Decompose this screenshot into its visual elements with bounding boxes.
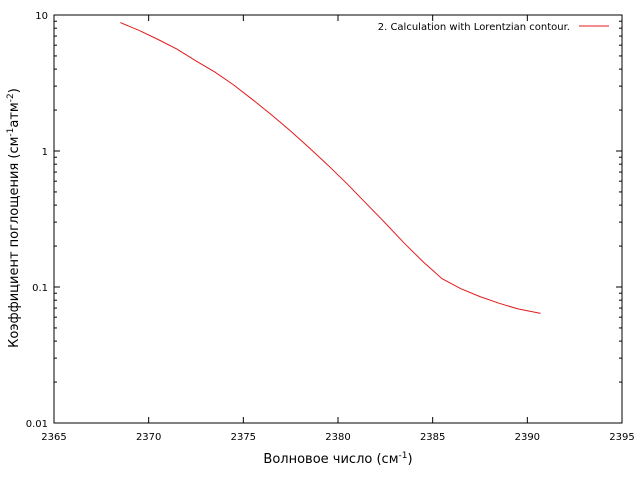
x-axis-title: Волновое число (см-1): [263, 451, 412, 467]
y-axis-title: Коэффициент поглощения (см-1атм-2): [6, 88, 22, 348]
legend: 2. Calculation with Lorentzian contour.: [378, 22, 609, 33]
series-layer: [120, 22, 541, 314]
y-tick-label: 10: [35, 11, 48, 22]
x-tick-label: 2385: [420, 432, 445, 443]
x-tick-label: 2375: [231, 432, 256, 443]
legend-label: 2. Calculation with Lorentzian contour.: [378, 22, 570, 33]
y-axis-ticks: 0.01 0.1 1 10: [26, 11, 622, 430]
y-tick-label: 1: [42, 147, 48, 158]
x-tick-label: 2395: [609, 432, 634, 443]
y-tick-label: 0.1: [32, 283, 48, 294]
series-line: [120, 22, 541, 314]
x-tick-label: 2370: [136, 432, 161, 443]
plot-frame: [53, 14, 623, 424]
x-tick-label: 2390: [515, 432, 540, 443]
x-axis-ticks: 2365 2370 2375 2380 2385 2390 2395: [41, 15, 635, 443]
x-tick-label: 2380: [325, 432, 350, 443]
y-tick-label: 0.01: [26, 419, 48, 430]
x-tick-label: 2365: [41, 432, 66, 443]
